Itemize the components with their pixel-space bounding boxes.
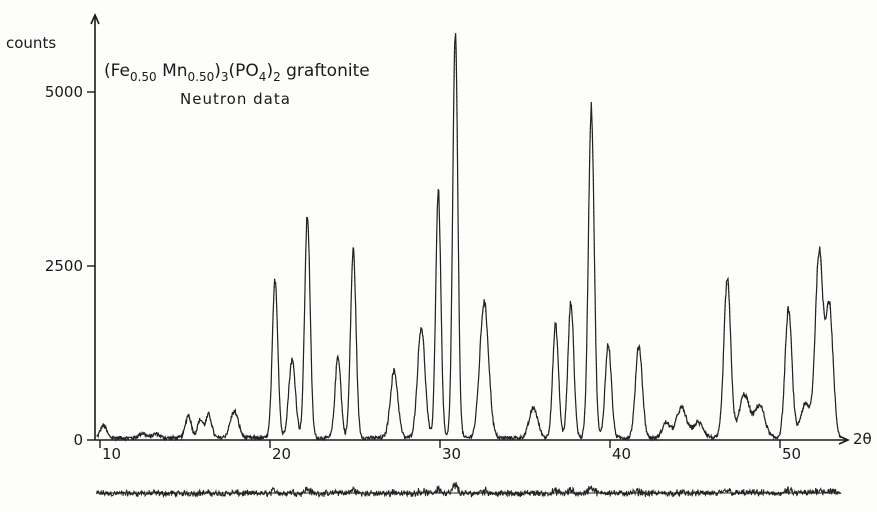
chart-title: (Fe0.50 Mn0.50)3(PO4)2 graftonite	[104, 61, 370, 84]
titles: counts 2θ (Fe0.50 Mn0.50)3(PO4)2 grafton…	[6, 34, 872, 448]
title-part: (PO	[229, 61, 259, 81]
x-axis-arrow	[838, 435, 850, 445]
x-tick-label: 40	[612, 445, 631, 463]
difference-curve-group	[96, 481, 842, 499]
title-part: 3	[221, 70, 229, 84]
axes	[90, 13, 850, 445]
y-tick-label: 0	[73, 431, 83, 449]
x-tick-label: 30	[442, 445, 461, 463]
observed-profile-line	[96, 33, 842, 443]
y-tick-label: 5000	[45, 83, 83, 101]
x-tick-label: 50	[782, 445, 801, 463]
chart-subtitle: Neutron data	[180, 90, 291, 108]
y-axis-arrow	[90, 13, 100, 25]
y-axis-label: counts	[6, 34, 56, 52]
series	[96, 33, 842, 443]
x-tick-label: 10	[102, 445, 121, 463]
ticks: 0 2500 5000 10 20 30 40 50	[45, 83, 801, 463]
title-part: (Fe	[104, 61, 130, 81]
title-part: )	[214, 61, 221, 81]
title-part: )	[266, 61, 273, 81]
difference-curve-line	[96, 481, 842, 499]
title-part: 0.50	[130, 70, 157, 84]
x-axis-label: 2θ	[853, 430, 872, 448]
title-part: 2	[273, 70, 281, 84]
x-tick-label: 20	[272, 445, 291, 463]
title-part: Mn	[157, 61, 188, 81]
y-tick-label: 2500	[45, 257, 83, 275]
title-part: 0.50	[188, 70, 215, 84]
title-part: graftonite	[281, 61, 370, 81]
title-part: 4	[259, 70, 267, 84]
